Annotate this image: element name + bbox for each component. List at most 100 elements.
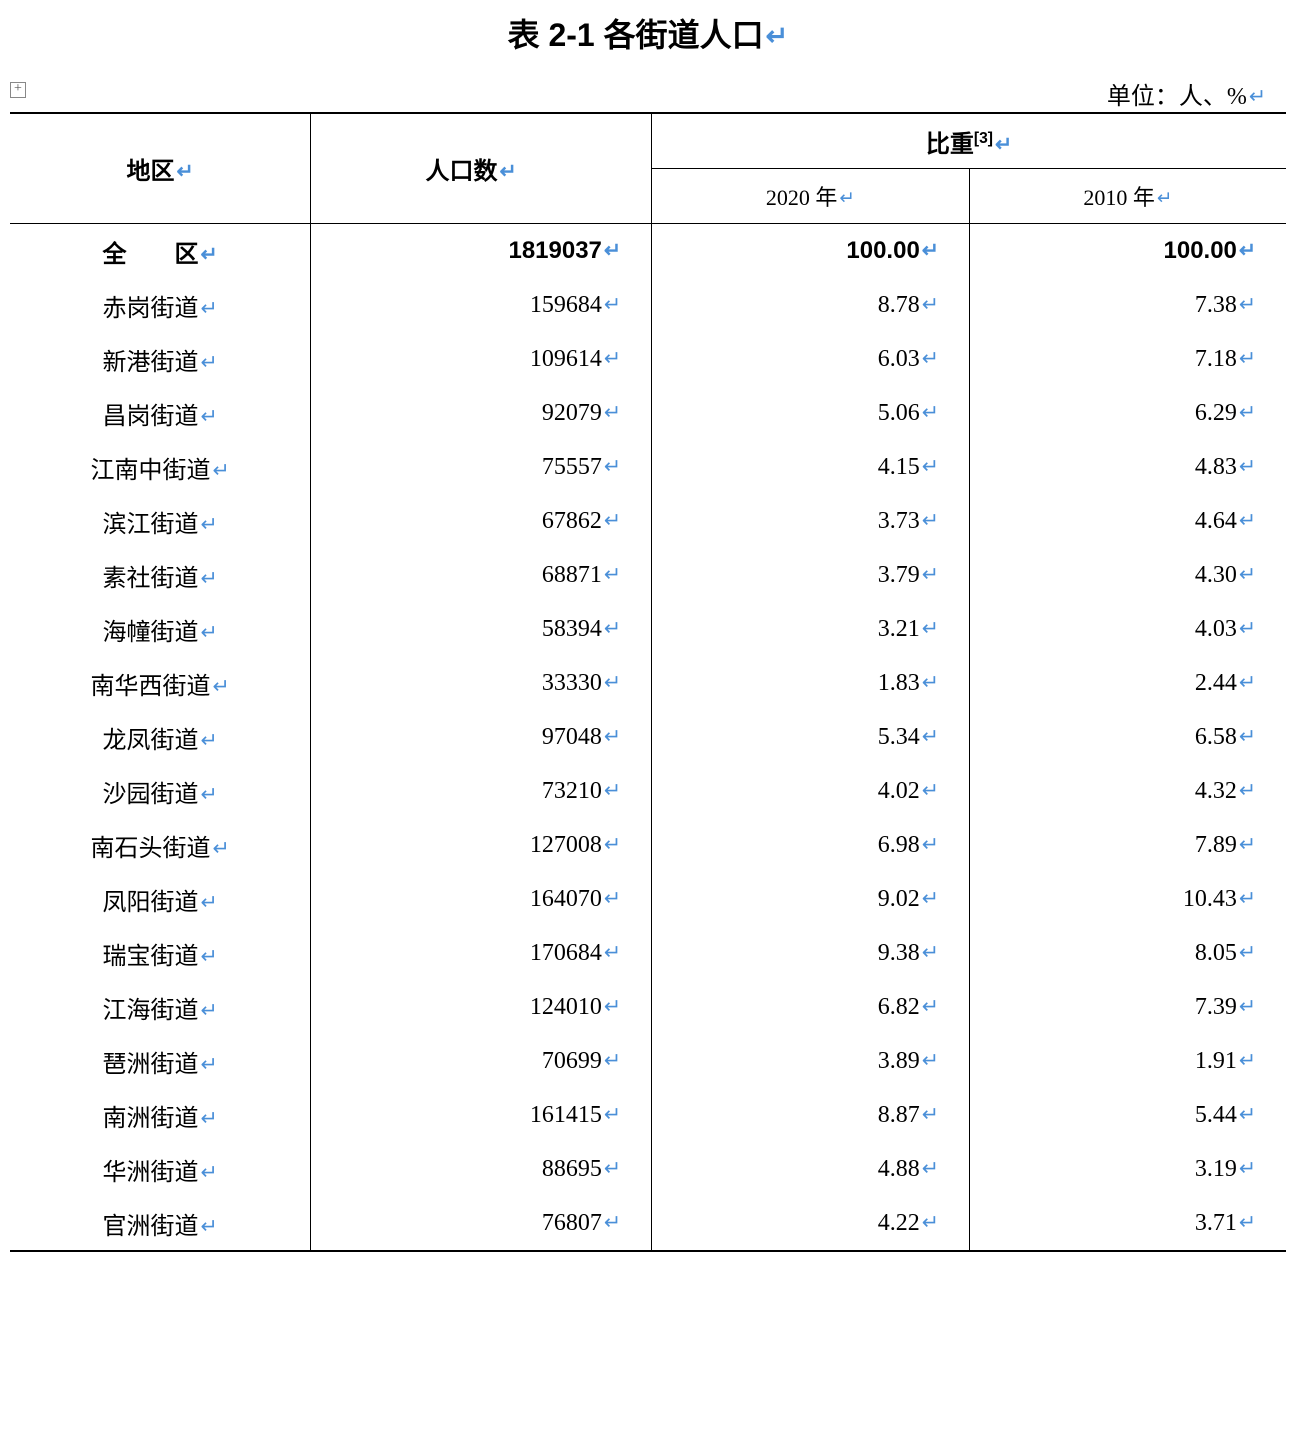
table-row: 沙园街道↵73210↵4.02↵4.32↵: [10, 764, 1286, 818]
weight-2010-cell: 4.03↵: [969, 602, 1286, 656]
table-row: 官洲街道↵76807↵4.22↵3.71↵: [10, 1196, 1286, 1251]
weight-2010-cell: 4.83↵: [969, 440, 1286, 494]
table-row: 滨江街道↵67862↵3.73↵4.64↵: [10, 494, 1286, 548]
weight-2020-cell: 3.73↵: [652, 494, 970, 548]
weight-2010-cell: 1.91↵: [969, 1034, 1286, 1088]
population-cell: 161415↵: [311, 1088, 652, 1142]
weight-2010-cell: 3.71↵: [969, 1196, 1286, 1251]
table-row: 凤阳街道↵164070↵9.02↵10.43↵: [10, 872, 1286, 926]
weight-2020-cell: 3.21↵: [652, 602, 970, 656]
region-cell: 南华西街道↵: [10, 656, 311, 710]
population-cell: 75557↵: [311, 440, 652, 494]
table-row: 新港街道↵109614↵6.03↵7.18↵: [10, 332, 1286, 386]
region-cell: 海幢街道↵: [10, 602, 311, 656]
table-row: 龙凤街道↵97048↵5.34↵6.58↵: [10, 710, 1286, 764]
table-row: 昌岗街道↵92079↵5.06↵6.29↵: [10, 386, 1286, 440]
weight-2020-cell: 4.88↵: [652, 1142, 970, 1196]
weight-2010-cell: 4.64↵: [969, 494, 1286, 548]
header-2010: 2010 年↵: [969, 169, 1286, 224]
population-cell: 73210↵: [311, 764, 652, 818]
weight-2020-cell: 5.06↵: [652, 386, 970, 440]
weight-2010-cell: 100.00↵: [969, 224, 1286, 279]
weight-2010-cell: 7.38↵: [969, 278, 1286, 332]
table-row: 江南中街道↵75557↵4.15↵4.83↵: [10, 440, 1286, 494]
population-cell: 124010↵: [311, 980, 652, 1034]
weight-2020-cell: 4.22↵: [652, 1196, 970, 1251]
weight-2020-cell: 1.83↵: [652, 656, 970, 710]
table-row: 赤岗街道↵159684↵8.78↵7.38↵: [10, 278, 1286, 332]
region-cell: 素社街道↵: [10, 548, 311, 602]
region-cell: 琶洲街道↵: [10, 1034, 311, 1088]
table-row: 南石头街道↵127008↵6.98↵7.89↵: [10, 818, 1286, 872]
region-cell: 江南中街道↵: [10, 440, 311, 494]
paragraph-mark-icon: ↵: [1249, 84, 1266, 109]
region-cell: 瑞宝街道↵: [10, 926, 311, 980]
table-row: 海幢街道↵58394↵3.21↵4.03↵: [10, 602, 1286, 656]
weight-2020-cell: 6.98↵: [652, 818, 970, 872]
region-cell: 南洲街道↵: [10, 1088, 311, 1142]
region-cell: 江海街道↵: [10, 980, 311, 1034]
weight-2010-cell: 6.58↵: [969, 710, 1286, 764]
header-population: 人口数↵: [311, 113, 652, 224]
population-cell: 92079↵: [311, 386, 652, 440]
weight-2010-cell: 10.43↵: [969, 872, 1286, 926]
weight-2020-cell: 6.82↵: [652, 980, 970, 1034]
region-cell: 凤阳街道↵: [10, 872, 311, 926]
weight-2010-cell: 7.18↵: [969, 332, 1286, 386]
header-weight: 比重[3]↵: [652, 113, 1287, 169]
population-cell: 170684↵: [311, 926, 652, 980]
population-cell: 70699↵: [311, 1034, 652, 1088]
weight-2020-cell: 5.34↵: [652, 710, 970, 764]
weight-2010-cell: 8.05↵: [969, 926, 1286, 980]
table-body: 全 区↵1819037↵100.00↵100.00↵赤岗街道↵159684↵8.…: [10, 224, 1286, 1252]
unit-row: + 单位：人、%↵: [10, 76, 1286, 108]
weight-2010-cell: 5.44↵: [969, 1088, 1286, 1142]
population-cell: 127008↵: [311, 818, 652, 872]
population-cell: 67862↵: [311, 494, 652, 548]
population-cell: 58394↵: [311, 602, 652, 656]
unit-label: 单位：人、%: [1107, 84, 1247, 110]
table-row: 南洲街道↵161415↵8.87↵5.44↵: [10, 1088, 1286, 1142]
population-cell: 159684↵: [311, 278, 652, 332]
weight-2020-cell: 8.87↵: [652, 1088, 970, 1142]
population-cell: 76807↵: [311, 1196, 652, 1251]
table-row: 全 区↵1819037↵100.00↵100.00↵: [10, 224, 1286, 279]
weight-2020-cell: 3.79↵: [652, 548, 970, 602]
population-cell: 97048↵: [311, 710, 652, 764]
paragraph-mark-icon: ↵: [766, 20, 789, 52]
population-cell: 1819037↵: [311, 224, 652, 279]
region-cell: 官洲街道↵: [10, 1196, 311, 1251]
table-row: 素社街道↵68871↵3.79↵4.30↵: [10, 548, 1286, 602]
weight-2010-cell: 6.29↵: [969, 386, 1286, 440]
weight-2010-cell: 4.32↵: [969, 764, 1286, 818]
table-title: 表 2-1 各街道人口↵: [10, 10, 1286, 56]
header-2020: 2020 年↵: [652, 169, 970, 224]
population-cell: 68871↵: [311, 548, 652, 602]
table-anchor-icon: +: [10, 82, 26, 98]
weight-2010-cell: 4.30↵: [969, 548, 1286, 602]
population-cell: 164070↵: [311, 872, 652, 926]
region-cell: 全 区↵: [10, 224, 311, 279]
table-row: 南华西街道↵33330↵1.83↵2.44↵: [10, 656, 1286, 710]
region-cell: 沙园街道↵: [10, 764, 311, 818]
table-row: 江海街道↵124010↵6.82↵7.39↵: [10, 980, 1286, 1034]
population-table: 地区↵ 人口数↵ 比重[3]↵ 2020 年↵ 2010 年↵ 全 区↵1819…: [10, 112, 1286, 1252]
region-cell: 昌岗街道↵: [10, 386, 311, 440]
weight-2020-cell: 4.02↵: [652, 764, 970, 818]
population-cell: 33330↵: [311, 656, 652, 710]
region-cell: 新港街道↵: [10, 332, 311, 386]
header-region: 地区↵: [10, 113, 311, 224]
title-text: 表 2-1 各街道人口: [508, 17, 764, 53]
weight-2010-cell: 7.39↵: [969, 980, 1286, 1034]
weight-2020-cell: 9.02↵: [652, 872, 970, 926]
weight-2010-cell: 7.89↵: [969, 818, 1286, 872]
weight-2010-cell: 2.44↵: [969, 656, 1286, 710]
weight-2010-cell: 3.19↵: [969, 1142, 1286, 1196]
population-cell: 109614↵: [311, 332, 652, 386]
weight-2020-cell: 4.15↵: [652, 440, 970, 494]
table-row: 瑞宝街道↵170684↵9.38↵8.05↵: [10, 926, 1286, 980]
footnote-ref: [3]: [974, 130, 993, 147]
weight-2020-cell: 9.38↵: [652, 926, 970, 980]
region-cell: 华洲街道↵: [10, 1142, 311, 1196]
region-cell: 南石头街道↵: [10, 818, 311, 872]
